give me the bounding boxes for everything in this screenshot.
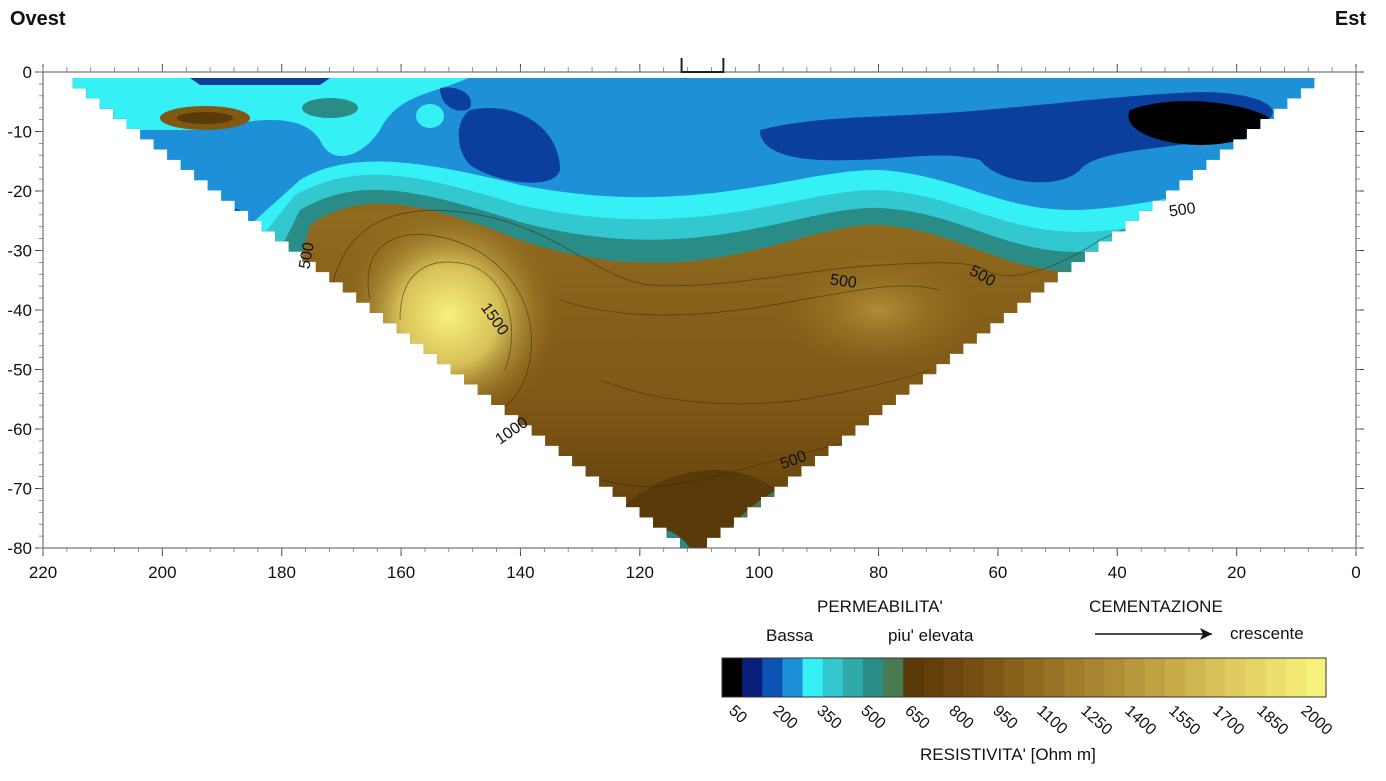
- colorbar-frame: [721, 657, 1327, 698]
- deep-conductive-zone: [760, 504, 879, 548]
- y-tick-label: -70: [7, 480, 32, 499]
- colorbar-swatch: [1104, 658, 1126, 697]
- colorbar-swatch: [1003, 658, 1025, 697]
- contour-label: 500: [296, 241, 317, 270]
- conductive-band: [302, 98, 358, 118]
- colorbar-swatch: [923, 658, 944, 697]
- y-tick-label: -60: [7, 420, 32, 439]
- colorbar-tick-label: 50: [725, 702, 750, 727]
- x-tick-label: 160: [387, 563, 415, 582]
- colorbar-swatch: [722, 658, 743, 697]
- x-tick-label: 60: [988, 563, 1007, 582]
- colorbar-swatch: [822, 658, 844, 697]
- contour-label: 500: [1168, 200, 1197, 221]
- colorbar-swatch: [903, 658, 924, 697]
- contour-line: [599, 369, 931, 405]
- conductive-band: [416, 104, 444, 128]
- colorbar-swatch: [1044, 658, 1065, 697]
- secondary-resistive-body: [778, 250, 979, 370]
- x-tick-label: 40: [1108, 563, 1127, 582]
- x-tick-label: 120: [626, 563, 654, 582]
- permeability-low-label: Bassa: [766, 626, 814, 645]
- electrode-bracket: [680, 58, 725, 73]
- contour-line: [329, 204, 1211, 301]
- colorbar-swatch: [1265, 658, 1287, 697]
- colorbar-tick-label: 950: [989, 702, 1020, 733]
- colorbar-swatch: [983, 658, 1005, 697]
- colorbar-swatch: [943, 658, 965, 697]
- x-tick-label: 20: [1227, 563, 1246, 582]
- colorbar-tick-label: 1700: [1209, 702, 1247, 739]
- colorbar-swatch: [862, 658, 884, 697]
- low-resistivity-pocket: [190, 78, 330, 85]
- colorbar-swatch: [1124, 658, 1146, 697]
- arrow-head: [1200, 628, 1212, 640]
- low-resistivity-pocket: [440, 87, 471, 111]
- colorbar-tick-label: 1250: [1077, 702, 1115, 739]
- colorbar-swatch: [1024, 658, 1045, 697]
- y-tick-label: -80: [7, 539, 32, 558]
- permeability-title: PERMEABILITA': [817, 597, 943, 616]
- colorbar-swatch: [842, 658, 864, 697]
- colorbar-swatch: [1064, 658, 1085, 697]
- colorbar-swatch: [1185, 658, 1206, 697]
- conductive-band: [72, 77, 480, 156]
- y-tick-label: -50: [7, 361, 32, 380]
- colorbar-swatch: [963, 658, 985, 697]
- colorbar-tick-label: 500: [857, 702, 888, 733]
- colorbar-swatch: [1225, 658, 1246, 697]
- colorbar-tick-label: 1550: [1165, 702, 1203, 739]
- colorbar-tick-label: 1850: [1253, 702, 1291, 739]
- electrode-marker: [680, 58, 725, 73]
- colorbar-swatch: [1245, 658, 1267, 697]
- x-tick-label: 220: [29, 563, 57, 582]
- x-tick-label: 200: [148, 563, 176, 582]
- colorbar-tick-label: 2000: [1297, 702, 1335, 739]
- colorbar-tick-label: 1400: [1121, 702, 1159, 739]
- colorbar-tick-label: 650: [901, 702, 932, 733]
- colorbar-tick-label: 350: [813, 702, 844, 733]
- colorbar-swatch: [762, 658, 783, 697]
- x-tick-label: 180: [268, 563, 296, 582]
- colorbar-tick-label: 1100: [1033, 702, 1070, 738]
- cementation-title: CEMENTAZIONE: [1089, 597, 1223, 616]
- shallow-resistive-lens: [177, 112, 233, 124]
- colorbar-swatch: [1205, 658, 1226, 697]
- colorbar-swatch: [1084, 658, 1106, 697]
- x-tick-label: 100: [745, 563, 773, 582]
- colorbar-swatch: [802, 658, 824, 697]
- colorbar-tick-label: 800: [945, 702, 976, 733]
- cementation-arrow: [1095, 628, 1212, 640]
- colorbar-swatch: [1164, 658, 1186, 697]
- resistivity-section: [72, 77, 1315, 548]
- colorbar-swatch: [742, 658, 763, 697]
- very-low-resistivity-pocket: [1128, 100, 1270, 145]
- y-tick-label: -40: [7, 301, 32, 320]
- colorbar-swatch: [1305, 658, 1327, 697]
- y-tick-label: 0: [23, 63, 32, 82]
- colorbar-title: RESISTIVITA' [Ohm m]: [920, 745, 1096, 764]
- x-tick-label: 140: [506, 563, 534, 582]
- x-tick-label: 80: [869, 563, 888, 582]
- contour-line: [399, 261, 512, 371]
- east-label: Est: [1334, 8, 1366, 30]
- plot-axes: 220 200 180 160 140 120 100 80 60 40 20 00-10-20-30…: [7, 63, 1364, 582]
- x-tick-label: 0: [1351, 563, 1360, 582]
- colorbar-swatch: [1144, 658, 1166, 697]
- colorbar-swatch: [1285, 658, 1307, 697]
- y-tick-label: -10: [7, 123, 32, 142]
- low-resistivity-pocket: [458, 108, 560, 183]
- y-tick-label: -30: [7, 242, 32, 261]
- colorbar-swatch: [782, 658, 804, 697]
- permeability-high-label: piu' elevata: [888, 626, 974, 645]
- colorbar-tick-label: 200: [769, 702, 800, 733]
- colorbar-swatch: [883, 658, 904, 697]
- west-label: Ovest: [10, 8, 66, 30]
- y-tick-label: -20: [7, 182, 32, 201]
- resistivity-colorbar: 50 200 350 500 650 800 950 1100 1250 1400 1550 1700…: [721, 657, 1335, 739]
- contour-line: [559, 285, 941, 316]
- contour-label: 500: [829, 271, 858, 292]
- cementation-increasing-label: crescente: [1230, 624, 1304, 643]
